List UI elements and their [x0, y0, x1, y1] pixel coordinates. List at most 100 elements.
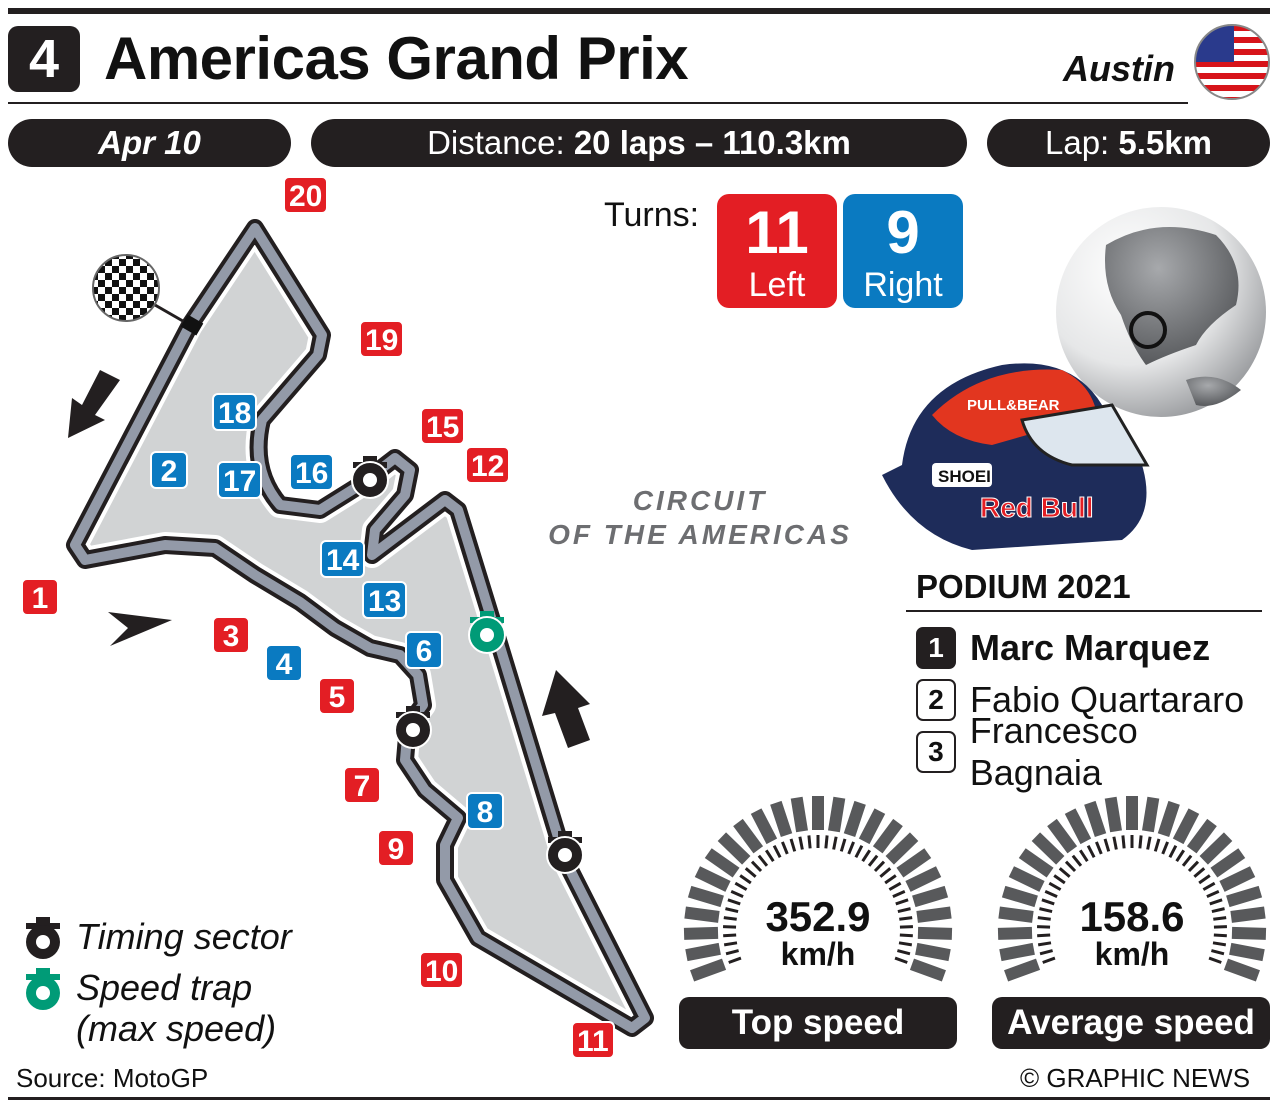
podium-row: 2 Fabio Quartararo [916, 678, 1244, 722]
gauge-tick [1103, 838, 1111, 852]
gauge-tick [861, 849, 871, 863]
gauge-tick [1161, 841, 1169, 855]
gauge-tick [1209, 898, 1223, 906]
gauge-tick [1212, 941, 1227, 947]
average-speed-value: 158.6 [1079, 893, 1185, 940]
gauge-segment [1008, 866, 1045, 892]
gauge-segment [1172, 808, 1200, 845]
legend-timing-sector: Timing sector [76, 916, 292, 957]
turn-marker-9: 9 [377, 829, 415, 867]
gauge-tick [765, 849, 775, 863]
gauge-segment [1226, 885, 1263, 908]
usa-flag-icon [1194, 24, 1270, 100]
gauge-segment [1001, 885, 1038, 908]
turn-marker-2: 2 [150, 451, 188, 489]
gauge-segment [1223, 958, 1260, 982]
gauge-tick [1193, 867, 1206, 878]
turn-marker-3: 3 [212, 616, 250, 654]
gauge-segment [733, 818, 764, 854]
gauge-tick [728, 956, 742, 964]
gauge-segment [998, 906, 1034, 923]
gauge-tick [1058, 867, 1071, 878]
gauge-tick [847, 841, 855, 855]
turn-marker-17: 17 [217, 461, 263, 499]
gauge-segment [885, 832, 919, 865]
gauge-segment [750, 808, 778, 845]
distance-label: Distance: [427, 124, 574, 161]
gauge-segment [997, 926, 1033, 940]
circuit-name: CIRCUIT OF THE AMERICAS [540, 484, 860, 552]
helmet-sponsor-redbull: Red Bull [980, 492, 1094, 523]
turn-marker-14: 14 [320, 540, 366, 578]
gauge-tick [798, 836, 804, 850]
gauge-tick [1146, 836, 1152, 850]
position-badge: 2 [916, 679, 956, 721]
top-speed-gauge [683, 796, 953, 982]
gauge-tick [892, 889, 906, 899]
gauge-segment [1084, 800, 1107, 837]
gauge-segment [916, 906, 952, 923]
direction-arrow-icon [542, 670, 590, 748]
gauge-tick [1198, 874, 1211, 885]
gauge-tick [744, 867, 757, 878]
gauge-tick [807, 835, 812, 849]
top-speed-value: 352.9 [765, 893, 871, 940]
gauge-segment [1210, 848, 1246, 878]
globe-locator [1056, 207, 1266, 417]
gauge-tick [873, 860, 886, 873]
gauge-tick [1095, 841, 1103, 855]
turn-marker-8: 8 [466, 792, 504, 830]
gauge-tick [1202, 881, 1216, 891]
gauge-segment [828, 796, 846, 833]
gauge-segment [684, 906, 720, 923]
gauge-tick [1037, 916, 1051, 921]
speed-trap-marker-icon [468, 611, 506, 654]
gauge-segment [1142, 796, 1160, 833]
gauge-tick [897, 907, 911, 914]
gauge-segment [704, 848, 740, 878]
turn-marker-1: 1 [21, 578, 59, 616]
gauge-tick [723, 933, 737, 938]
gauge-tick [1121, 835, 1126, 849]
gauge-segment [1230, 906, 1266, 923]
gauge-tick [888, 881, 902, 891]
position-badge: 3 [916, 731, 956, 773]
gauge-tick [1039, 949, 1053, 956]
gauge-segment [1219, 866, 1256, 892]
gauge-tick [781, 841, 789, 855]
helmet-sponsor-pullbear: PULL&BEAR [967, 397, 1060, 414]
gauge-tick [723, 916, 737, 921]
gauge-segment [917, 926, 953, 940]
gauge-tick [1153, 838, 1161, 852]
gauge-segment [1231, 926, 1267, 940]
gauge-tick [899, 933, 913, 938]
gauge-tick [839, 838, 847, 852]
gauge-tick [1187, 860, 1200, 873]
gauge-tick [739, 874, 752, 885]
gauge-tick [1053, 874, 1066, 885]
gauge-segment [1031, 832, 1065, 865]
turn-marker-12: 12 [465, 446, 511, 484]
round-number: 4 [8, 26, 80, 92]
speed-trap-icon [26, 968, 60, 1010]
turn-marker-18: 18 [212, 393, 258, 431]
turn-marker-19: 19 [359, 320, 405, 358]
gauge-segment [770, 800, 793, 837]
gauge-segment [858, 808, 886, 845]
source-credit: Source: MotoGP [16, 1063, 209, 1093]
race-date: Apr 10 [8, 119, 291, 167]
gauge-tick [1181, 854, 1193, 867]
gauge-tick [1042, 956, 1056, 964]
direction-arrow-icon [108, 612, 172, 646]
left-turns-box: 11 Left [717, 194, 837, 308]
city-name: Austin [1063, 48, 1175, 89]
gauge-tick [750, 860, 763, 873]
gauge-tick [1168, 845, 1178, 858]
gauge-tick [884, 874, 897, 885]
gauge-tick [725, 907, 739, 914]
helmet-brand-shoei: SHOEI [938, 467, 991, 486]
gauge-segment [915, 942, 951, 962]
gauge-tick [867, 854, 879, 867]
page-title: Americas Grand Prix [104, 25, 689, 92]
gauge-segment [717, 832, 751, 865]
